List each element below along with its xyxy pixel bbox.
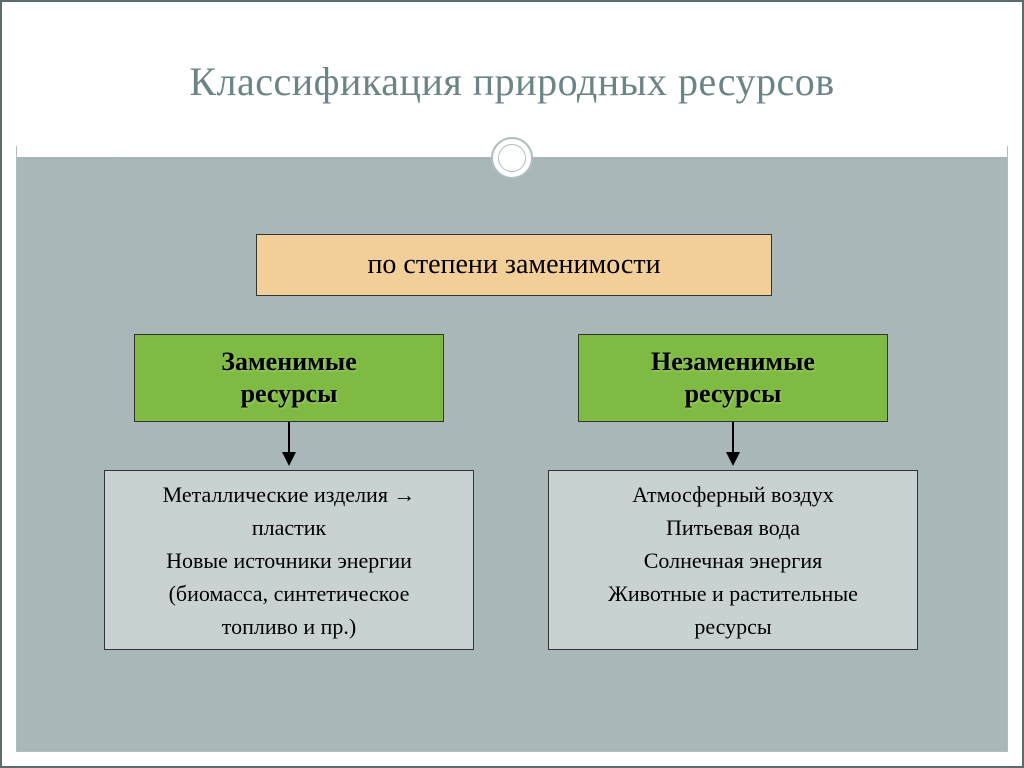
slide-frame: Классификация природных ресурсов по степ…	[0, 0, 1024, 768]
leaf-right-box: Атмосферный воздухПитьевая водаСолнечная…	[548, 470, 918, 650]
leaf-right-text: Атмосферный воздухПитьевая водаСолнечная…	[608, 478, 858, 643]
leaf-left-text: Металлические изделия →пластикНовые исто…	[163, 478, 416, 643]
leaf-left-box: Металлические изделия →пластикНовые исто…	[104, 470, 474, 650]
category-right-box: Незаменимыересурсы	[578, 334, 888, 422]
circle-inner	[498, 144, 526, 172]
circle-decoration	[491, 137, 533, 179]
title-area: Классификация природных ресурсов	[16, 16, 1008, 146]
arrow-right	[732, 422, 734, 464]
arrow-left	[288, 422, 290, 464]
root-box: по степени заменимости	[256, 234, 772, 296]
category-left-label: Заменимыересурсы	[221, 346, 356, 411]
category-right-label: Незаменимыересурсы	[651, 346, 815, 411]
category-left-box: Заменимыересурсы	[134, 334, 444, 422]
root-label: по степени заменимости	[367, 249, 660, 281]
slide-title: Классификация природных ресурсов	[189, 58, 834, 105]
